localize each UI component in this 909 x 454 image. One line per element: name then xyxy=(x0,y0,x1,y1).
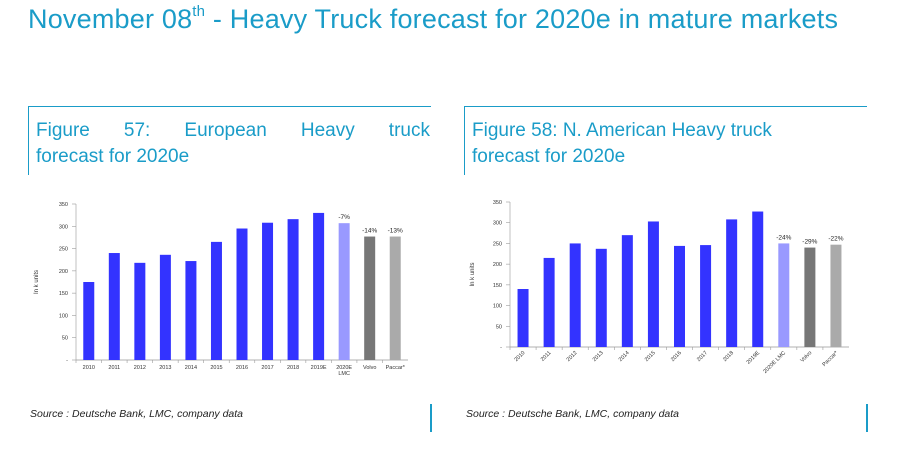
x-tick-label: Volvo xyxy=(363,365,376,371)
x-tick-label: 2020E LMC xyxy=(336,365,352,377)
x-tick-label: 2013 xyxy=(592,350,605,363)
data-label: -7% xyxy=(338,214,350,221)
x-tick-label: 2011 xyxy=(108,365,120,371)
x-tick-label: 2017 xyxy=(696,350,709,363)
bar-2011 xyxy=(543,257,555,347)
y-tick-label: - xyxy=(500,345,502,351)
figure-58-frame xyxy=(464,106,867,175)
x-tick-label: 2010 xyxy=(514,350,527,363)
bar-2018 xyxy=(287,219,299,360)
x-tick-label: 2016 xyxy=(236,365,248,371)
x-tick-label: Paccar* xyxy=(822,350,840,368)
bar-2013 xyxy=(159,254,171,360)
bar-2011 xyxy=(108,253,120,360)
y-tick-label: 100 xyxy=(493,304,502,310)
x-tick-label: 2014 xyxy=(618,350,631,363)
figure-57-title: Figure 57: European Heavy truck forecast for… xyxy=(36,120,430,167)
data-label: -24% xyxy=(776,234,791,241)
bar-volvo xyxy=(364,236,376,360)
bar-paccar- xyxy=(830,244,842,347)
x-tick-label: 2016 xyxy=(670,350,683,363)
y-tick-label: 250 xyxy=(493,241,502,247)
figure-57-source: Source : Deutsche Bank, LMC, company dat… xyxy=(30,408,244,420)
x-tick-label: 2012 xyxy=(566,350,579,363)
y-tick-label: 50 xyxy=(496,324,502,330)
bar-2019e xyxy=(752,211,764,347)
bar-2020e-lmc xyxy=(338,223,350,360)
data-label: -29% xyxy=(802,239,817,246)
x-tick-label: 2019E xyxy=(746,350,762,366)
bar-2012 xyxy=(134,262,146,360)
bar-2020e-lmc xyxy=(778,243,790,347)
data-label: -13% xyxy=(388,228,403,235)
x-tick-label: 2019E xyxy=(311,365,327,371)
y-tick-label: 100 xyxy=(59,313,68,319)
y-tick-label: 300 xyxy=(493,221,502,227)
x-tick-label: 2013 xyxy=(159,365,171,371)
bar-2017 xyxy=(262,222,274,360)
y-tick-label: 350 xyxy=(59,202,68,208)
figure-57-frame-tick xyxy=(430,404,432,432)
y-tick-label: 150 xyxy=(493,283,502,289)
x-tick-label: 2010 xyxy=(83,365,95,371)
page-title: November 08th - Heavy Truck forecast for… xyxy=(28,3,839,34)
y-tick-label: 250 xyxy=(59,247,68,253)
y-tick-label: 150 xyxy=(59,291,68,297)
bar-2014 xyxy=(185,261,197,360)
figure-57-chart: In k units - 50 100 150 200 250 300 350 2010 2011 2… xyxy=(34,202,408,377)
x-tick-label: 2020E LMC xyxy=(762,350,787,375)
figure-57-frame xyxy=(28,106,431,175)
figure-58-source: Source : Deutsche Bank, LMC, company dat… xyxy=(466,408,680,420)
x-tick-label: Volvo xyxy=(800,350,814,364)
x-tick-label: 2012 xyxy=(134,365,146,371)
x-tick-label: 2014 xyxy=(185,365,197,371)
y-axis-label: In k units xyxy=(470,262,476,286)
bar-2014 xyxy=(621,235,633,347)
bar-volvo xyxy=(804,247,816,347)
y-tick-label: - xyxy=(66,358,68,364)
y-tick-label: 200 xyxy=(59,269,68,275)
x-tick-label: Paccar* xyxy=(386,365,406,371)
bar-2015 xyxy=(647,221,659,347)
y-tick-label: 350 xyxy=(493,200,502,206)
y-axis-label: In k units xyxy=(34,270,40,294)
x-tick-label: 2018 xyxy=(287,365,299,371)
figure-58-title: Figure 58: N. American Heavy truck forec… xyxy=(472,120,772,167)
bar-2012 xyxy=(569,243,581,347)
y-tick-label: 50 xyxy=(62,336,68,342)
data-label: -22% xyxy=(828,236,843,243)
data-label: -14% xyxy=(362,228,377,235)
bar-2010 xyxy=(83,282,95,360)
bar-2015 xyxy=(210,241,222,360)
x-tick-label: 2015 xyxy=(644,350,657,363)
x-tick-label: 2017 xyxy=(261,365,273,371)
bar-2018 xyxy=(726,219,738,347)
bar-2016 xyxy=(674,245,685,347)
y-tick-label: 300 xyxy=(59,224,68,230)
bar-2016 xyxy=(236,228,248,360)
x-tick-label: 2018 xyxy=(722,350,735,363)
x-tick-label: 2015 xyxy=(210,365,222,371)
x-tick-label: 2011 xyxy=(540,350,553,363)
figure-58-frame-tick xyxy=(866,404,868,432)
y-tick-label: 200 xyxy=(493,262,502,268)
bar-2019e xyxy=(313,212,325,360)
figure-58-chart: In k units - 50 100 150 200 250 300 350 2010 2011 2… xyxy=(470,200,849,375)
bar-2013 xyxy=(595,248,607,347)
bar-2017 xyxy=(700,245,712,347)
bar-2010 xyxy=(517,289,529,347)
bar-paccar- xyxy=(389,236,401,360)
